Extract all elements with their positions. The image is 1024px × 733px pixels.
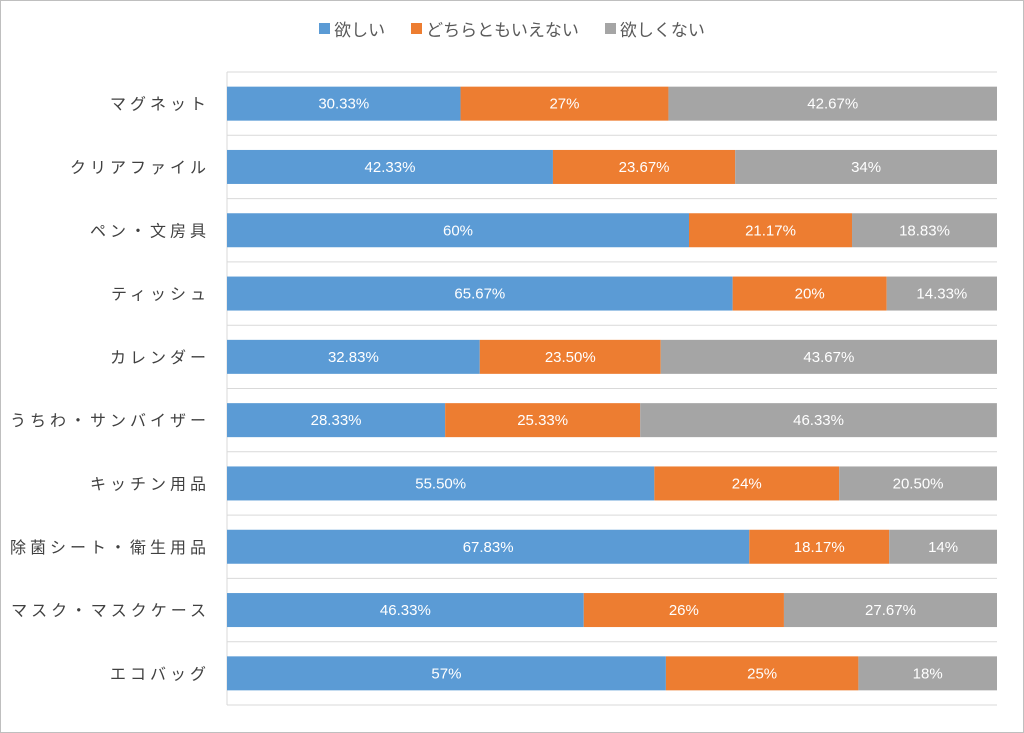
- data-label: 46.33%: [793, 412, 844, 429]
- bar-segment: [227, 86, 461, 121]
- data-label: 21.17%: [745, 222, 796, 239]
- data-label: 18.83%: [899, 222, 950, 239]
- bar-segment: [227, 339, 480, 374]
- data-label: 34%: [851, 159, 881, 176]
- bar-segment: [640, 403, 997, 438]
- data-label: 27%: [549, 96, 579, 113]
- bar-segment: [445, 403, 641, 438]
- data-label: 55.50%: [415, 475, 466, 492]
- bar-segment: [460, 86, 669, 121]
- bar-segment: [227, 276, 733, 311]
- bar-layer: [227, 86, 997, 691]
- category-label: ティッシュ: [111, 285, 210, 304]
- category-label: クリアファイル: [70, 158, 210, 177]
- bar-segment: [668, 86, 997, 121]
- bar-segment: [227, 593, 584, 628]
- bar-segment: [227, 149, 553, 184]
- grid-layer: [226, 71, 997, 706]
- legend-label-not-want: 欲しくない: [619, 21, 705, 41]
- data-label: 28.33%: [311, 412, 362, 429]
- legend-label-neutral: どちらともいえない: [426, 21, 579, 41]
- bar-segment: [227, 529, 750, 564]
- bar-segment: [889, 529, 997, 564]
- bar-segment: [227, 403, 446, 438]
- bar-segment: [852, 213, 997, 248]
- data-label: 23.50%: [545, 349, 596, 366]
- data-label: 24%: [732, 475, 762, 492]
- data-label: 26%: [669, 602, 699, 619]
- bar-segment: [660, 339, 997, 374]
- bar-segment: [227, 213, 689, 248]
- data-label: 42.33%: [365, 159, 416, 176]
- bar-segment: [689, 213, 853, 248]
- chart-legend: 欲しい どちらともいえない 欲しくない: [0, 16, 1024, 41]
- category-label: 除菌シート・衛生用品: [10, 538, 210, 557]
- data-label: 23.67%: [619, 159, 670, 176]
- data-label: 14%: [928, 539, 958, 556]
- bar-segment: [858, 656, 997, 691]
- bar-segment: [227, 656, 666, 691]
- data-label: 30.33%: [318, 96, 369, 113]
- bar-segment: [479, 339, 661, 374]
- bar-segment: [654, 466, 840, 501]
- legend-swatch-want: [319, 23, 331, 34]
- data-label: 67.83%: [463, 539, 514, 556]
- data-label: 25.33%: [517, 412, 568, 429]
- data-label: 46.33%: [380, 602, 431, 619]
- category-label: キッチン用品: [90, 474, 210, 493]
- data-label: 14.33%: [916, 286, 967, 303]
- bar-segment: [227, 466, 655, 501]
- bar-segment: [886, 276, 997, 311]
- bar-segment: [665, 656, 859, 691]
- category-label: マスク・マスクケース: [11, 601, 210, 620]
- data-label: 18.17%: [794, 539, 845, 556]
- data-label: 27.67%: [865, 602, 916, 619]
- bar-segment: [749, 529, 890, 564]
- bar-segment: [783, 593, 997, 628]
- bar-segment: [583, 593, 784, 628]
- label-layer: 30.33% 27% 42.67% 42.33% 23.67% 34% 60% 21.17% 1…: [311, 96, 968, 683]
- data-label: 65.67%: [454, 286, 505, 303]
- legend-item-not-want: 欲しくない: [604, 16, 705, 41]
- data-label: 25%: [747, 665, 777, 682]
- legend-label-want: 欲しい: [334, 21, 386, 41]
- bar-segment: [552, 149, 736, 184]
- legend-item-neutral: どちらともいえない: [411, 16, 579, 41]
- category-label: カレンダー: [110, 348, 210, 367]
- data-label: 42.67%: [807, 96, 858, 113]
- data-label: 32.83%: [328, 349, 379, 366]
- legend-swatch-not-want: [604, 23, 616, 34]
- data-label: 43.67%: [803, 349, 854, 366]
- data-label: 20%: [795, 286, 825, 303]
- category-label: エコバッグ: [110, 664, 210, 683]
- bar-segment: [735, 149, 997, 184]
- legend-item-want: 欲しい: [319, 16, 385, 41]
- data-label: 20.50%: [893, 475, 944, 492]
- category-layer: マグネットクリアファイルペン・文房具ティッシュカレンダーうちわ・サンバイザーキッ…: [10, 95, 210, 684]
- category-label: マグネット: [110, 95, 210, 114]
- data-label: 57%: [431, 665, 461, 682]
- bar-segment: [732, 276, 887, 311]
- data-label: 18%: [913, 665, 943, 682]
- legend-swatch-neutral: [411, 23, 423, 34]
- category-label: ペン・文房具: [90, 221, 210, 240]
- bar-segment: [839, 466, 997, 501]
- category-label: うちわ・サンバイザー: [10, 411, 210, 430]
- data-label: 60%: [443, 222, 473, 239]
